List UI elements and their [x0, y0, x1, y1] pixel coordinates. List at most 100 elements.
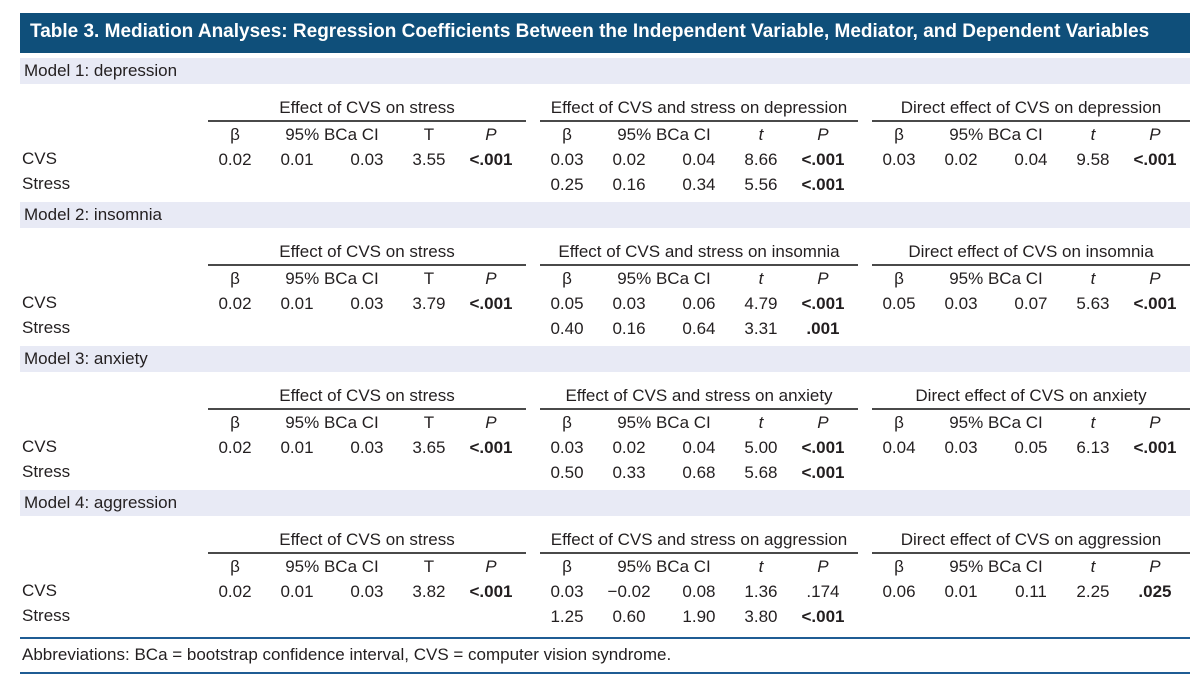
col-header-ci: 95% BCa CI	[617, 269, 711, 289]
column-header-row: β 95% BCa CI t P	[540, 122, 858, 147]
col-header-t: t	[758, 557, 764, 577]
cell-beta: 0.02	[218, 294, 252, 314]
model-section-aggression: Model 4: aggression CVS Stress Effect of…	[20, 490, 1190, 629]
cell-p: .025	[1138, 582, 1172, 602]
cell-beta: 0.40	[550, 319, 584, 339]
cell-beta: 0.02	[218, 582, 252, 602]
cell-t: 1.36	[744, 582, 778, 602]
data-row-cvs: 0.03 0.02 0.04 8.66 <.001	[540, 147, 858, 172]
group-direct-effect: Direct effect of CVS on aggression β 95%…	[872, 528, 1190, 629]
cell-ci-high: 0.03	[350, 294, 384, 314]
group-title: Effect of CVS on stress	[208, 528, 526, 555]
group-effect-cvs-stress-on-outcome: Effect of CVS and stress on depression β…	[540, 96, 858, 197]
cell-p: <.001	[801, 294, 845, 314]
cell-ci-high: 0.04	[682, 438, 716, 458]
group-title: Effect of CVS on stress	[208, 240, 526, 267]
col-header-beta: β	[230, 125, 240, 145]
col-header-p: P	[817, 125, 829, 145]
col-header-p: P	[817, 413, 829, 433]
cell-t: 8.66	[744, 150, 778, 170]
group-title: Effect of CVS on stress	[208, 96, 526, 123]
col-header-p: P	[1149, 125, 1161, 145]
data-row-stress: 0.50 0.33 0.68 5.68 <.001	[540, 460, 858, 485]
cell-ci-low: 0.03	[944, 294, 978, 314]
row-labels: CVS Stress	[20, 384, 208, 485]
column-header-row: β 95% BCa CI t P	[872, 554, 1190, 579]
cell-ci-high: 0.03	[350, 582, 384, 602]
cell-p: <.001	[1133, 294, 1177, 314]
group-title: Effect of CVS and stress on insomnia	[540, 240, 858, 267]
group-effect-cvs-on-stress: Effect of CVS on stress β 95% BCa CI T P…	[208, 96, 526, 197]
row-labels: CVS Stress	[20, 96, 208, 197]
col-header-ci: 95% BCa CI	[949, 269, 1043, 289]
data-row-cvs: 0.02 0.01 0.03 3.55 <.001	[208, 147, 526, 172]
cell-t: 3.82	[412, 582, 446, 602]
group-direct-effect: Direct effect of CVS on insomnia β 95% B…	[872, 240, 1190, 341]
cell-ci-high: 0.04	[1014, 150, 1048, 170]
cell-beta: 0.03	[550, 438, 584, 458]
model-label: Model 4: aggression	[20, 490, 1190, 517]
col-header-p: P	[485, 557, 497, 577]
col-header-ci: 95% BCa CI	[285, 557, 379, 577]
cell-ci-low: 0.03	[612, 294, 646, 314]
row-label-stress: Stress	[22, 318, 71, 338]
col-header-t: t	[758, 125, 764, 145]
cell-t: 2.25	[1076, 582, 1110, 602]
group-effect-cvs-on-stress: Effect of CVS on stress β 95% BCa CI T P…	[208, 384, 526, 485]
group-effect-cvs-stress-on-outcome: Effect of CVS and stress on insomnia β 9…	[540, 240, 858, 341]
col-header-beta: β	[894, 125, 904, 145]
cell-ci-high: 0.64	[682, 319, 716, 339]
col-header-beta: β	[894, 269, 904, 289]
cell-ci-high: 0.68	[682, 463, 716, 483]
col-header-beta: β	[562, 269, 572, 289]
group-title: Effect of CVS and stress on depression	[540, 96, 858, 123]
cell-beta: 0.05	[882, 294, 916, 314]
col-header-p: P	[817, 557, 829, 577]
cell-ci-high: 0.11	[1015, 582, 1047, 602]
cell-beta: 0.50	[550, 463, 584, 483]
cell-p: <.001	[801, 175, 845, 195]
col-header-p: P	[485, 125, 497, 145]
model-table: CVS Stress Effect of CVS on stress β 95%…	[20, 384, 1190, 485]
cell-beta: 1.25	[550, 607, 584, 627]
cell-p: <.001	[801, 463, 845, 483]
cell-t: 5.63	[1076, 294, 1110, 314]
cell-ci-high: 0.03	[350, 150, 384, 170]
cell-p: <.001	[801, 438, 845, 458]
cell-beta: 0.03	[550, 582, 584, 602]
data-row-cvs: 0.06 0.01 0.11 2.25 .025	[872, 579, 1190, 604]
col-header-ci: 95% BCa CI	[949, 125, 1043, 145]
data-row-cvs: 0.03 0.02 0.04 5.00 <.001	[540, 435, 858, 460]
column-header-row: β 95% BCa CI T P	[208, 266, 526, 291]
group-effect-cvs-stress-on-outcome: Effect of CVS and stress on aggression β…	[540, 528, 858, 629]
group-effect-cvs-on-stress: Effect of CVS on stress β 95% BCa CI T P…	[208, 240, 526, 341]
column-header-row: β 95% BCa CI T P	[208, 410, 526, 435]
cell-ci-low: 0.01	[280, 150, 314, 170]
cell-beta: 0.06	[882, 582, 916, 602]
cell-ci-low: 0.03	[944, 438, 978, 458]
cell-p: <.001	[469, 582, 513, 602]
col-header-beta: β	[230, 413, 240, 433]
col-header-ci: 95% BCa CI	[285, 269, 379, 289]
cell-p: <.001	[801, 150, 845, 170]
column-header-row: β 95% BCa CI t P	[540, 554, 858, 579]
cell-beta: 0.03	[882, 150, 916, 170]
column-header-row: β 95% BCa CI t P	[872, 122, 1190, 147]
cell-ci-low: 0.02	[944, 150, 978, 170]
group-title: Effect of CVS and stress on aggression	[540, 528, 858, 555]
cell-p: <.001	[469, 438, 513, 458]
data-row-cvs: 0.04 0.03 0.05 6.13 <.001	[872, 435, 1190, 460]
cell-p: <.001	[1133, 150, 1177, 170]
cell-p: <.001	[1133, 438, 1177, 458]
cell-t: 3.80	[744, 607, 778, 627]
col-header-t: T	[423, 557, 435, 577]
group-effect-cvs-on-stress: Effect of CVS on stress β 95% BCa CI T P…	[208, 528, 526, 629]
cell-beta: 0.25	[550, 175, 584, 195]
col-header-p: P	[817, 269, 829, 289]
column-header-row: β 95% BCa CI t P	[540, 410, 858, 435]
col-header-p: P	[1149, 269, 1161, 289]
col-header-beta: β	[894, 557, 904, 577]
model-table: CVS Stress Effect of CVS on stress β 95%…	[20, 528, 1190, 629]
cell-ci-low: 0.60	[612, 607, 646, 627]
group-title: Direct effect of CVS on depression	[872, 96, 1190, 123]
